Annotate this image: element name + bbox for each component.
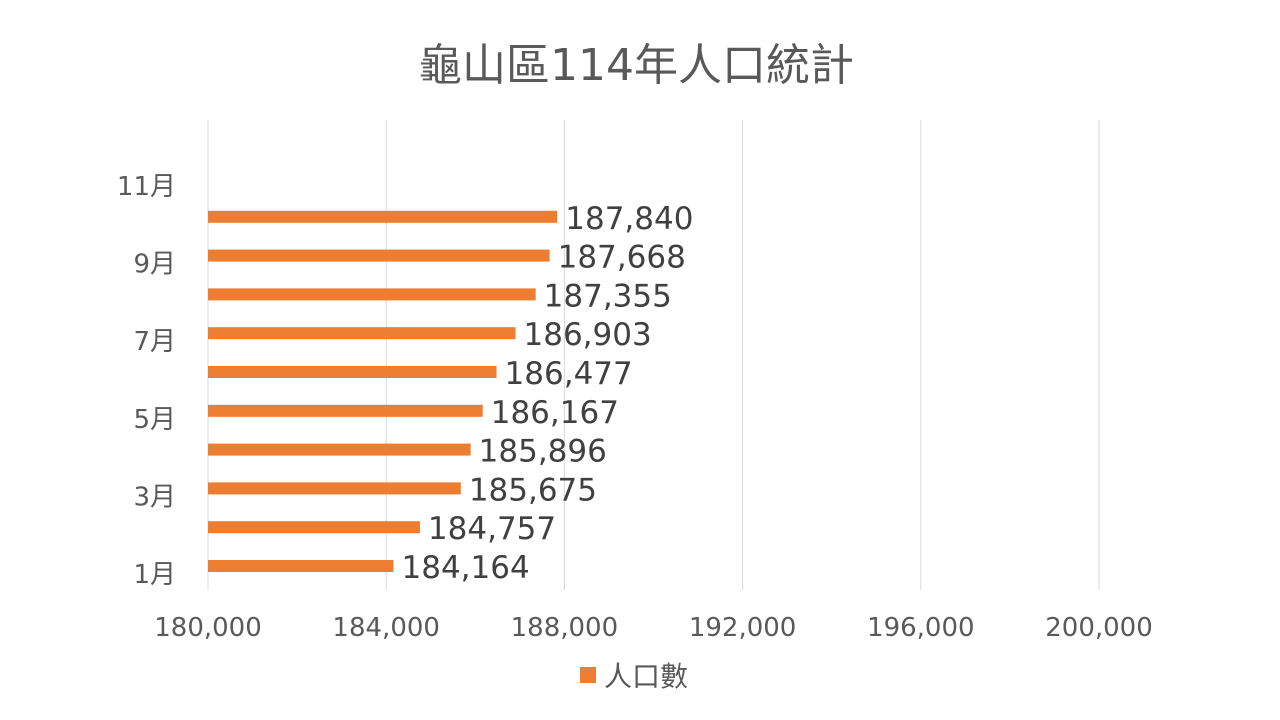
x-tick-label: 200,000	[1045, 613, 1153, 643]
data-label: 185,675	[469, 472, 597, 508]
bar-5月	[208, 404, 483, 417]
chart-title: 龜山區114年人口統計	[418, 40, 854, 91]
bar-4月	[208, 443, 471, 456]
legend-label-population: 人口數	[604, 660, 688, 693]
data-label: 184,757	[428, 511, 556, 547]
bars	[208, 210, 558, 572]
y-tick-label: 11月	[117, 172, 176, 202]
bar-10月	[208, 210, 558, 223]
bar-8月	[208, 288, 536, 301]
data-label: 186,477	[505, 356, 633, 392]
data-label: 185,896	[479, 434, 607, 470]
x-tick-label: 180,000	[154, 613, 262, 643]
bar-2月	[208, 521, 420, 534]
y-tick-label: 7月	[133, 327, 176, 357]
bar-6月	[208, 366, 497, 378]
data-label: 186,903	[524, 317, 652, 353]
bar-7月	[208, 327, 516, 340]
x-tick-label: 196,000	[867, 613, 975, 643]
bar-3月	[208, 482, 461, 495]
x-tick-label: 192,000	[689, 613, 797, 643]
data-label: 187,668	[558, 240, 686, 276]
data-label: 187,840	[565, 201, 693, 237]
gridlines	[207, 120, 1100, 590]
y-tick-label: 1月	[133, 560, 176, 590]
data-label: 184,164	[402, 550, 530, 586]
y-tick-label: 5月	[133, 405, 176, 435]
bar-9月	[208, 249, 550, 262]
bar-1月	[208, 560, 394, 572]
y-axis-labels: 1月 3月 5月 7月 9月 11月	[117, 172, 176, 590]
data-label: 186,167	[491, 395, 619, 431]
x-axis-labels: 180,000 184,000 188,000 192,000 196,000 200,0…	[154, 613, 1153, 643]
y-tick-label: 9月	[133, 250, 176, 280]
x-tick-label: 188,000	[511, 613, 619, 643]
data-label: 187,355	[544, 278, 672, 314]
legend-swatch	[580, 667, 596, 683]
x-tick-label: 184,000	[332, 613, 440, 643]
value-labels: 184,164184,757185,675185,896186,167186,4…	[402, 201, 694, 586]
y-tick-label: 3月	[133, 482, 176, 512]
legend: 人口數	[580, 660, 688, 693]
